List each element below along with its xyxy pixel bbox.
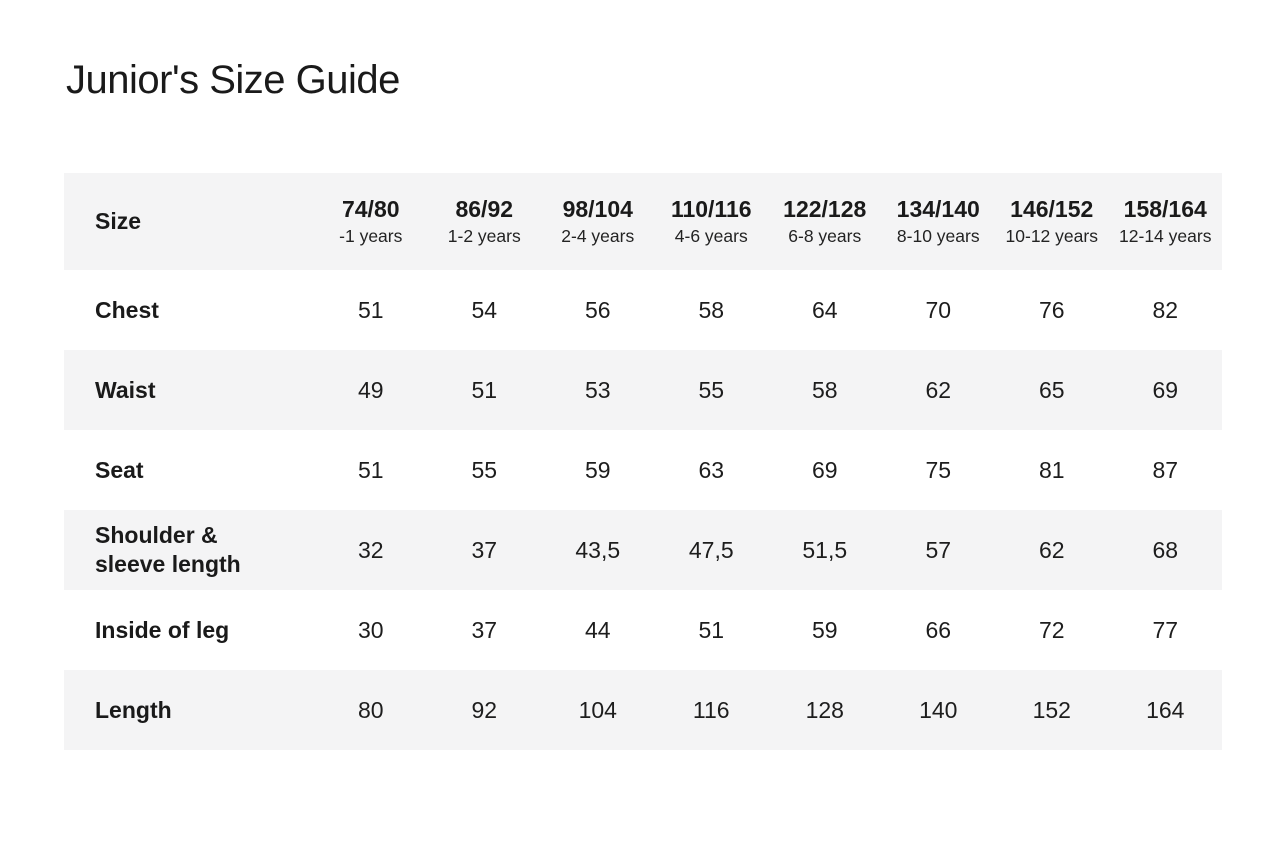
measurement-value: 104 [578, 696, 617, 723]
age-range: 2-4 years [561, 226, 635, 246]
measurement-value: 44 [584, 616, 611, 643]
measurement-value: 62 [925, 376, 952, 403]
measurement-value: 68 [1152, 536, 1179, 563]
measurement-value: 65 [1038, 376, 1065, 403]
table-row-seat: Seat 51 55 59 63 69 75 81 87 [64, 430, 1222, 510]
table-row-waist: Waist 49 51 53 55 58 62 65 69 [64, 350, 1222, 430]
page-title: Junior's Size Guide [66, 58, 400, 102]
measurement-value: 43,5 [575, 536, 621, 563]
measurement-value: 76 [1038, 296, 1065, 323]
row-label: Inside of leg [95, 616, 230, 643]
measurement-value: 72 [1038, 616, 1065, 643]
measurement-value: 87 [1152, 456, 1179, 483]
age-range: -1 years [339, 226, 403, 246]
header-size-label: Size [95, 208, 142, 235]
row-label: Length [95, 696, 172, 723]
size-value: 98/104 [562, 196, 633, 222]
measurement-value: 32 [357, 536, 384, 563]
measurement-value: 59 [584, 456, 611, 483]
header-column-110-116: 110/116 4-6 years [655, 196, 769, 247]
measurement-value: 152 [1032, 696, 1071, 723]
measurement-value: 59 [811, 616, 838, 643]
measurement-value: 80 [357, 696, 384, 723]
measurement-value: 66 [925, 616, 952, 643]
measurement-value: 63 [698, 456, 725, 483]
measurement-value: 37 [471, 536, 498, 563]
header-column-158-164: 158/164 12-14 years [1109, 196, 1223, 247]
size-value: 158/164 [1123, 196, 1207, 222]
table-row-shoulder-sleeve-length: Shoulder & sleeve length 32 37 43,5 47,5… [64, 510, 1222, 590]
row-label: Waist [95, 376, 156, 403]
size-value: 122/128 [783, 196, 867, 222]
row-label: Seat [95, 456, 144, 483]
age-range: 10-12 years [1005, 226, 1098, 246]
measurement-value: 51 [357, 296, 384, 323]
measurement-value: 82 [1152, 296, 1179, 323]
age-range: 12-14 years [1119, 226, 1212, 246]
measurement-value: 51 [357, 456, 384, 483]
measurement-value: 62 [1038, 536, 1065, 563]
measurement-value: 70 [925, 296, 952, 323]
header-column-146-152: 146/152 10-12 years [995, 196, 1109, 247]
table-row-length: Length 80 92 104 116 128 140 152 164 [64, 670, 1222, 750]
measurement-value: 55 [471, 456, 498, 483]
measurement-value: 51 [471, 376, 498, 403]
measurement-value: 55 [698, 376, 725, 403]
measurement-value: 77 [1152, 616, 1179, 643]
size-value: 74/80 [341, 196, 400, 222]
header-column-86-92: 86/92 1-2 years [428, 196, 542, 247]
measurement-value: 64 [811, 296, 838, 323]
measurement-value: 53 [584, 376, 611, 403]
measurement-value: 69 [811, 456, 838, 483]
measurement-value: 51 [698, 616, 725, 643]
table-header-row: Size 74/80 -1 years 86/92 1-2 years 98/1… [64, 173, 1222, 270]
size-value: 146/152 [1010, 196, 1094, 222]
measurement-value: 30 [357, 616, 384, 643]
measurement-value: 116 [692, 696, 730, 723]
measurement-value: 47,5 [688, 536, 734, 563]
age-range: 4-6 years [674, 226, 748, 246]
header-column-134-140: 134/140 8-10 years [882, 196, 996, 247]
measurement-value: 92 [471, 696, 498, 723]
measurement-value: 75 [925, 456, 952, 483]
age-range: 1-2 years [447, 226, 521, 246]
measurement-value: 81 [1038, 456, 1065, 483]
row-label: Shoulder & sleeve length [95, 522, 241, 577]
table-row-chest: Chest 51 54 56 58 64 70 76 82 [64, 270, 1222, 350]
size-value: 134/140 [896, 196, 980, 222]
measurement-value: 128 [805, 696, 844, 723]
size-value: 86/92 [455, 196, 514, 222]
measurement-value: 69 [1152, 376, 1179, 403]
size-value: 110/116 [670, 196, 752, 222]
header-column-98-104: 98/104 2-4 years [541, 196, 655, 247]
measurement-value: 140 [919, 696, 958, 723]
measurement-value: 37 [471, 616, 498, 643]
measurement-value: 54 [471, 296, 498, 323]
header-column-122-128: 122/128 6-8 years [768, 196, 882, 247]
measurement-value: 51,5 [802, 536, 848, 563]
age-range: 6-8 years [788, 226, 862, 246]
table-row-inside-of-leg: Inside of leg 30 37 44 51 59 66 72 77 [64, 590, 1222, 670]
measurement-value: 164 [1146, 696, 1185, 723]
measurement-value: 58 [698, 296, 725, 323]
measurement-value: 49 [357, 376, 384, 403]
header-column-74-80: 74/80 -1 years [314, 196, 428, 247]
measurement-value: 57 [925, 536, 952, 563]
measurement-value: 56 [584, 296, 611, 323]
age-range: 8-10 years [896, 226, 980, 246]
row-label: Chest [95, 296, 159, 323]
size-guide-table: Size 74/80 -1 years 86/92 1-2 years 98/1… [64, 173, 1222, 750]
measurement-value: 58 [811, 376, 838, 403]
